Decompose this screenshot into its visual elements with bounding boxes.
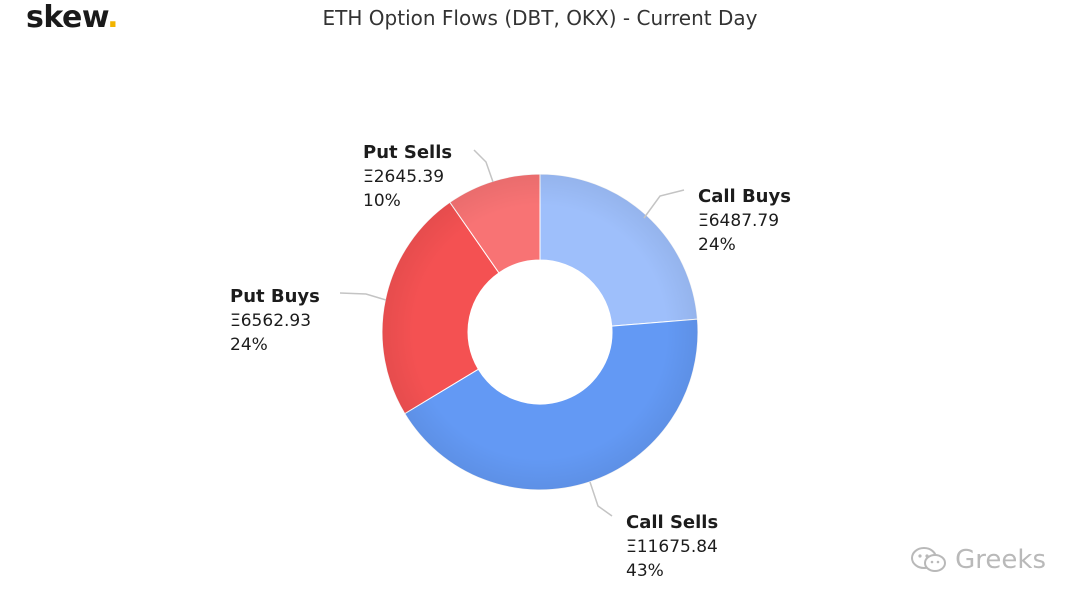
- donut-hole: [468, 260, 612, 404]
- logo-dot: .: [107, 0, 119, 35]
- label-percent-put-buys: 24%: [230, 335, 268, 355]
- label-percent-call-sells: 43%: [626, 561, 664, 581]
- label-value-put-sells: Ξ2645.39: [363, 167, 444, 187]
- slice-labels: Call Buys Ξ6487.79 24% Call Sells Ξ11675.84 4…: [230, 142, 791, 581]
- connector-call-buys: [643, 189, 685, 219]
- logo-text: skew: [26, 0, 108, 35]
- skew-logo: skew.: [26, 0, 119, 35]
- watermark-text: Greeks: [955, 545, 1046, 575]
- chart-slices: [381, 173, 699, 491]
- label-name-put-sells: Put Sells: [363, 142, 452, 163]
- label-value-put-buys: Ξ6562.93: [230, 311, 311, 331]
- label-percent-put-sells: 10%: [363, 191, 401, 211]
- label-value-call-sells: Ξ11675.84: [626, 537, 718, 557]
- label-name-call-sells: Call Sells: [626, 512, 718, 533]
- label-name-put-buys: Put Buys: [230, 286, 320, 307]
- label-percent-call-buys: 24%: [698, 235, 736, 255]
- label-value-call-buys: Ξ6487.79: [698, 211, 779, 231]
- connector-put-sells: [473, 149, 494, 183]
- chart-title: ETH Option Flows (DBT, OKX) - Current Da…: [322, 6, 758, 30]
- watermark: Greeks: [909, 545, 1046, 575]
- label-name-call-buys: Call Buys: [698, 186, 791, 207]
- connector-call-sells: [589, 481, 613, 517]
- connector-put-buys: [339, 292, 387, 301]
- wechat-icon: [911, 547, 947, 572]
- label-connectors: [339, 149, 685, 517]
